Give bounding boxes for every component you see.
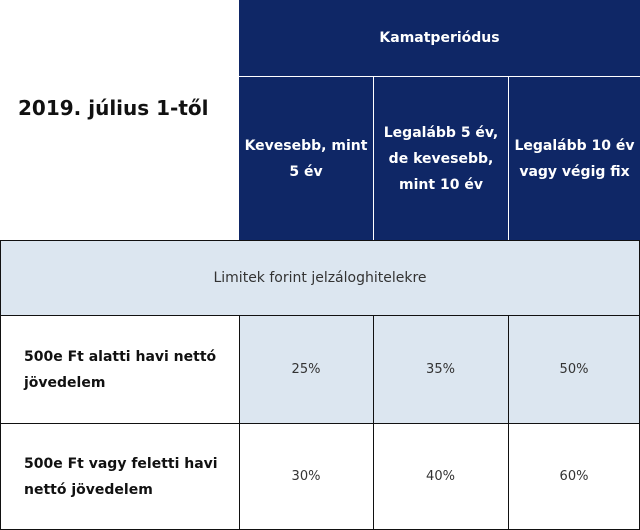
table-cell: 35% [373, 316, 508, 423]
header-col-less-than-5: Kevesebb, mint 5 év [239, 77, 373, 240]
header-group-kamatperiodus: Kamatperiódus [239, 0, 640, 77]
row-label-over-500e: 500e Ft vagy feletti havi nettó jövedele… [24, 455, 218, 498]
table-row-label: 500e Ft vagy feletti havi nettó jövedele… [0, 423, 239, 530]
table-cell: 40% [373, 423, 508, 530]
table-cell: 60% [508, 423, 640, 530]
date-title: 2019. július 1-től [18, 96, 209, 120]
table-cell: 25% [239, 316, 373, 423]
table-row-label: 500e Ft alatti havi nettó jövedelem [0, 316, 239, 423]
row-label-under-500e: 500e Ft alatti havi nettó jövedelem [24, 348, 217, 391]
table-cell: 30% [239, 423, 373, 530]
table-cell: 50% [508, 316, 640, 423]
grid-line [0, 423, 640, 424]
section-label: Limitek forint jelzáloghitelekre [213, 270, 427, 286]
header-col-5-to-10: Legalább 5 év, de kevesebb, mint 10 év [373, 77, 508, 240]
header-col-10-or-fixed: Legalább 10 év vagy végig fix [508, 77, 640, 240]
section-row-limits: Limitek forint jelzáloghitelekre [0, 240, 640, 316]
